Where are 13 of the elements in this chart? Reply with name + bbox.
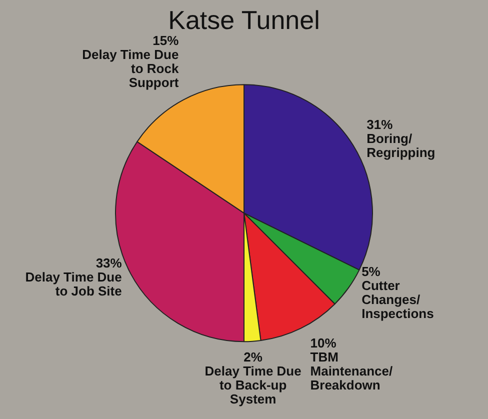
data-label: 15% [152, 33, 180, 48]
data-label: 33% [96, 255, 122, 270]
chart-title: Katse Tunnel [168, 4, 320, 35]
slice-label: Delay Time Due to Rock Support [82, 47, 180, 90]
slice-label: Boring/Regripping [366, 131, 436, 160]
data-label: 2% [244, 349, 263, 364]
slice-label: Delay Time Due to Back-up System [204, 363, 302, 406]
slice-label: Cutter Changes/Inspections [362, 278, 434, 321]
data-label: 10% [310, 335, 337, 350]
data-label: 31% [366, 117, 394, 132]
slice-label: Delay Time Due to Job Site [25, 269, 122, 298]
slice-label: TBM Maintenance/Breakdown [310, 349, 393, 392]
data-label: 5% [362, 264, 381, 279]
